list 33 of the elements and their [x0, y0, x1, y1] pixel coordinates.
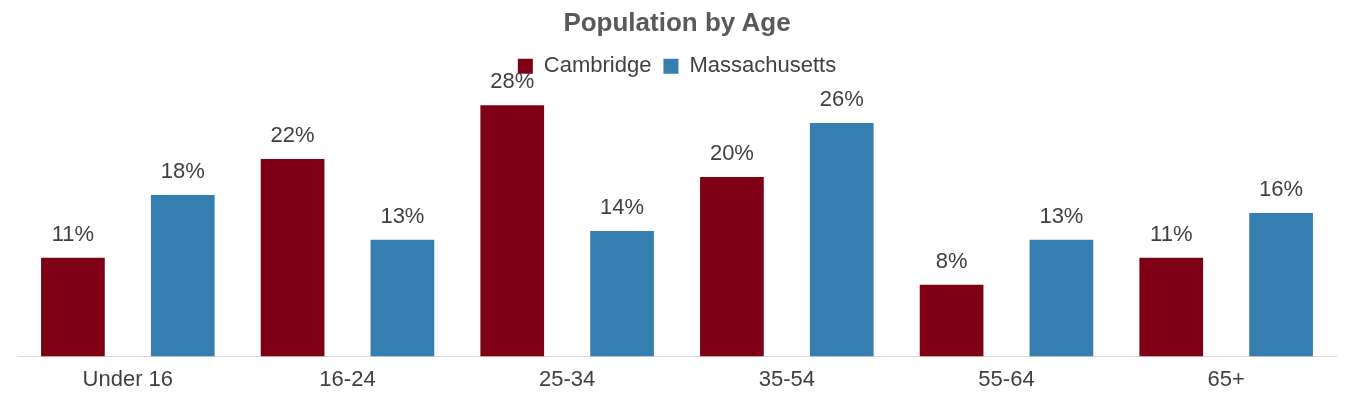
bar: [150, 194, 215, 357]
bar: [1139, 257, 1204, 357]
x-tick-label: Under 16: [82, 365, 174, 391]
data-label: 8%: [935, 247, 968, 273]
data-label: 16%: [1259, 175, 1304, 201]
bar: [370, 239, 435, 357]
x-tick-label: 55-64: [978, 365, 1035, 391]
data-label: 18%: [160, 158, 205, 184]
bar: [480, 105, 545, 357]
bar: [590, 230, 654, 357]
data-label: 20%: [709, 140, 754, 166]
data-label: 26%: [819, 86, 864, 112]
data-label: 14%: [600, 193, 645, 219]
bar: [919, 284, 984, 357]
x-tick-label: 16-24: [319, 365, 376, 391]
x-tick-label: 35-54: [758, 365, 815, 391]
data-label: 13%: [1039, 202, 1084, 228]
bar: [41, 257, 105, 357]
legend-label: Massachusetts: [689, 52, 837, 78]
data-label: 11%: [1150, 220, 1193, 246]
bar: [1029, 239, 1094, 357]
bar: [809, 123, 874, 357]
data-label: 11%: [51, 220, 95, 246]
x-tick-label: 25-34: [539, 365, 596, 391]
bar: [260, 159, 325, 357]
bar: [700, 177, 764, 357]
data-label: 28%: [490, 68, 535, 94]
legend-label: Cambridge: [543, 52, 652, 78]
chart-title: Population by Age: [563, 6, 791, 37]
bar: [1249, 212, 1313, 357]
x-tick-label: 65+: [1207, 365, 1245, 391]
data-label: 22%: [270, 122, 315, 148]
data-label: 13%: [380, 202, 425, 228]
